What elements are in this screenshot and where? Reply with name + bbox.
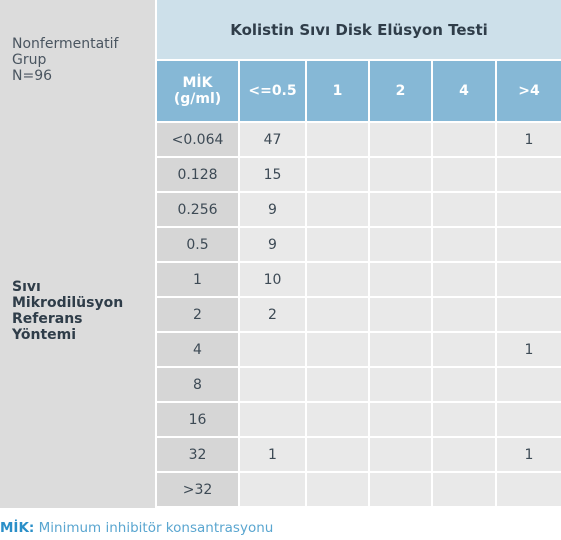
table-cell xyxy=(497,193,561,226)
table-cell xyxy=(240,333,305,366)
table-cell xyxy=(240,473,305,506)
table-cell xyxy=(307,298,368,331)
table-cell xyxy=(307,438,368,471)
table-cell xyxy=(433,158,495,191)
table-cell: 9 xyxy=(240,228,305,261)
table-cell xyxy=(307,333,368,366)
table-cell xyxy=(307,473,368,506)
table-cell xyxy=(370,333,431,366)
table-cell xyxy=(433,298,495,331)
mic-header-line: MİK xyxy=(182,75,213,91)
table-cell xyxy=(433,438,495,471)
column-header: >4 xyxy=(497,61,561,121)
footnote-abbr: MİK: xyxy=(0,520,35,536)
table-cell xyxy=(307,123,368,156)
table-cell xyxy=(370,438,431,471)
table-cell xyxy=(370,158,431,191)
column-header: 4 xyxy=(433,61,495,121)
table-cell xyxy=(370,298,431,331)
table-cell xyxy=(370,123,431,156)
table-cell xyxy=(497,263,561,296)
corner-line: Nonfermentatif xyxy=(12,36,119,52)
table-cell xyxy=(240,403,305,436)
table-cell xyxy=(307,228,368,261)
footnote: MİK: Minimum inhibitör konsantrasyonu xyxy=(0,520,273,536)
table-cell xyxy=(433,333,495,366)
mic-value-cell: 8 xyxy=(157,368,238,401)
table-cell xyxy=(433,193,495,226)
footnote-text: Minimum inhibitör konsantrasyonu xyxy=(34,520,274,536)
table-cell xyxy=(307,368,368,401)
mic-value-cell: 0.256 xyxy=(157,193,238,226)
table-cell: 47 xyxy=(240,123,305,156)
corner-line: N=96 xyxy=(12,68,53,84)
table-cell xyxy=(370,403,431,436)
table-cell xyxy=(370,263,431,296)
table-cell xyxy=(433,368,495,401)
table-cell xyxy=(370,228,431,261)
table-cell xyxy=(433,228,495,261)
mic-column-header: MİK (g/ml) xyxy=(157,61,238,121)
row-group-line: Mikrodilüsyon xyxy=(12,295,124,311)
table-cell xyxy=(307,193,368,226)
table-cell xyxy=(433,403,495,436)
table-title: Kolistin Sıvı Disk Elüsyon Testi xyxy=(157,0,561,59)
table-cell xyxy=(307,158,368,191)
table-cell xyxy=(370,193,431,226)
table-cell xyxy=(433,263,495,296)
table-cell xyxy=(497,368,561,401)
mic-value-cell: >32 xyxy=(157,473,238,506)
row-group-line: Sıvı xyxy=(12,279,41,295)
table-cell: 10 xyxy=(240,263,305,296)
mic-value-cell: 32 xyxy=(157,438,238,471)
table-cell xyxy=(497,298,561,331)
column-header: <=0.5 xyxy=(240,61,305,121)
row-group-label: Sıvı Mikrodilüsyon Referans Yöntemi xyxy=(0,123,155,508)
mic-value-cell: 2 xyxy=(157,298,238,331)
row-group-line: Referans xyxy=(12,311,83,327)
table-cell xyxy=(370,473,431,506)
corner-label: Nonfermentatif Grup N=96 xyxy=(0,0,155,123)
table-cell: 9 xyxy=(240,193,305,226)
table-cell xyxy=(433,473,495,506)
table-cell xyxy=(433,123,495,156)
table-cell: 1 xyxy=(497,333,561,366)
mic-value-cell: 1 xyxy=(157,263,238,296)
table-cell: 1 xyxy=(497,438,561,471)
mic-value-cell: 4 xyxy=(157,333,238,366)
data-table: Nonfermentatif Grup N=96 Sıvı Mikrodilüs… xyxy=(0,0,561,508)
table-cell xyxy=(497,403,561,436)
mic-value-cell: 0.5 xyxy=(157,228,238,261)
mic-header-line: (g/ml) xyxy=(173,91,222,107)
table-cell xyxy=(307,403,368,436)
table-cell xyxy=(497,228,561,261)
table-cell xyxy=(497,158,561,191)
table-cell: 15 xyxy=(240,158,305,191)
table-cell xyxy=(240,368,305,401)
table-cell: 1 xyxy=(240,438,305,471)
mic-value-cell: <0.064 xyxy=(157,123,238,156)
table-cell: 1 xyxy=(497,123,561,156)
mic-value-cell: 0.128 xyxy=(157,158,238,191)
column-header: 2 xyxy=(370,61,431,121)
table-cell xyxy=(307,263,368,296)
table-cell: 2 xyxy=(240,298,305,331)
table-cell xyxy=(497,473,561,506)
mic-value-cell: 16 xyxy=(157,403,238,436)
row-group-line: Yöntemi xyxy=(12,327,77,343)
corner-line: Grup xyxy=(12,52,47,68)
table-cell xyxy=(370,368,431,401)
column-header: 1 xyxy=(307,61,368,121)
